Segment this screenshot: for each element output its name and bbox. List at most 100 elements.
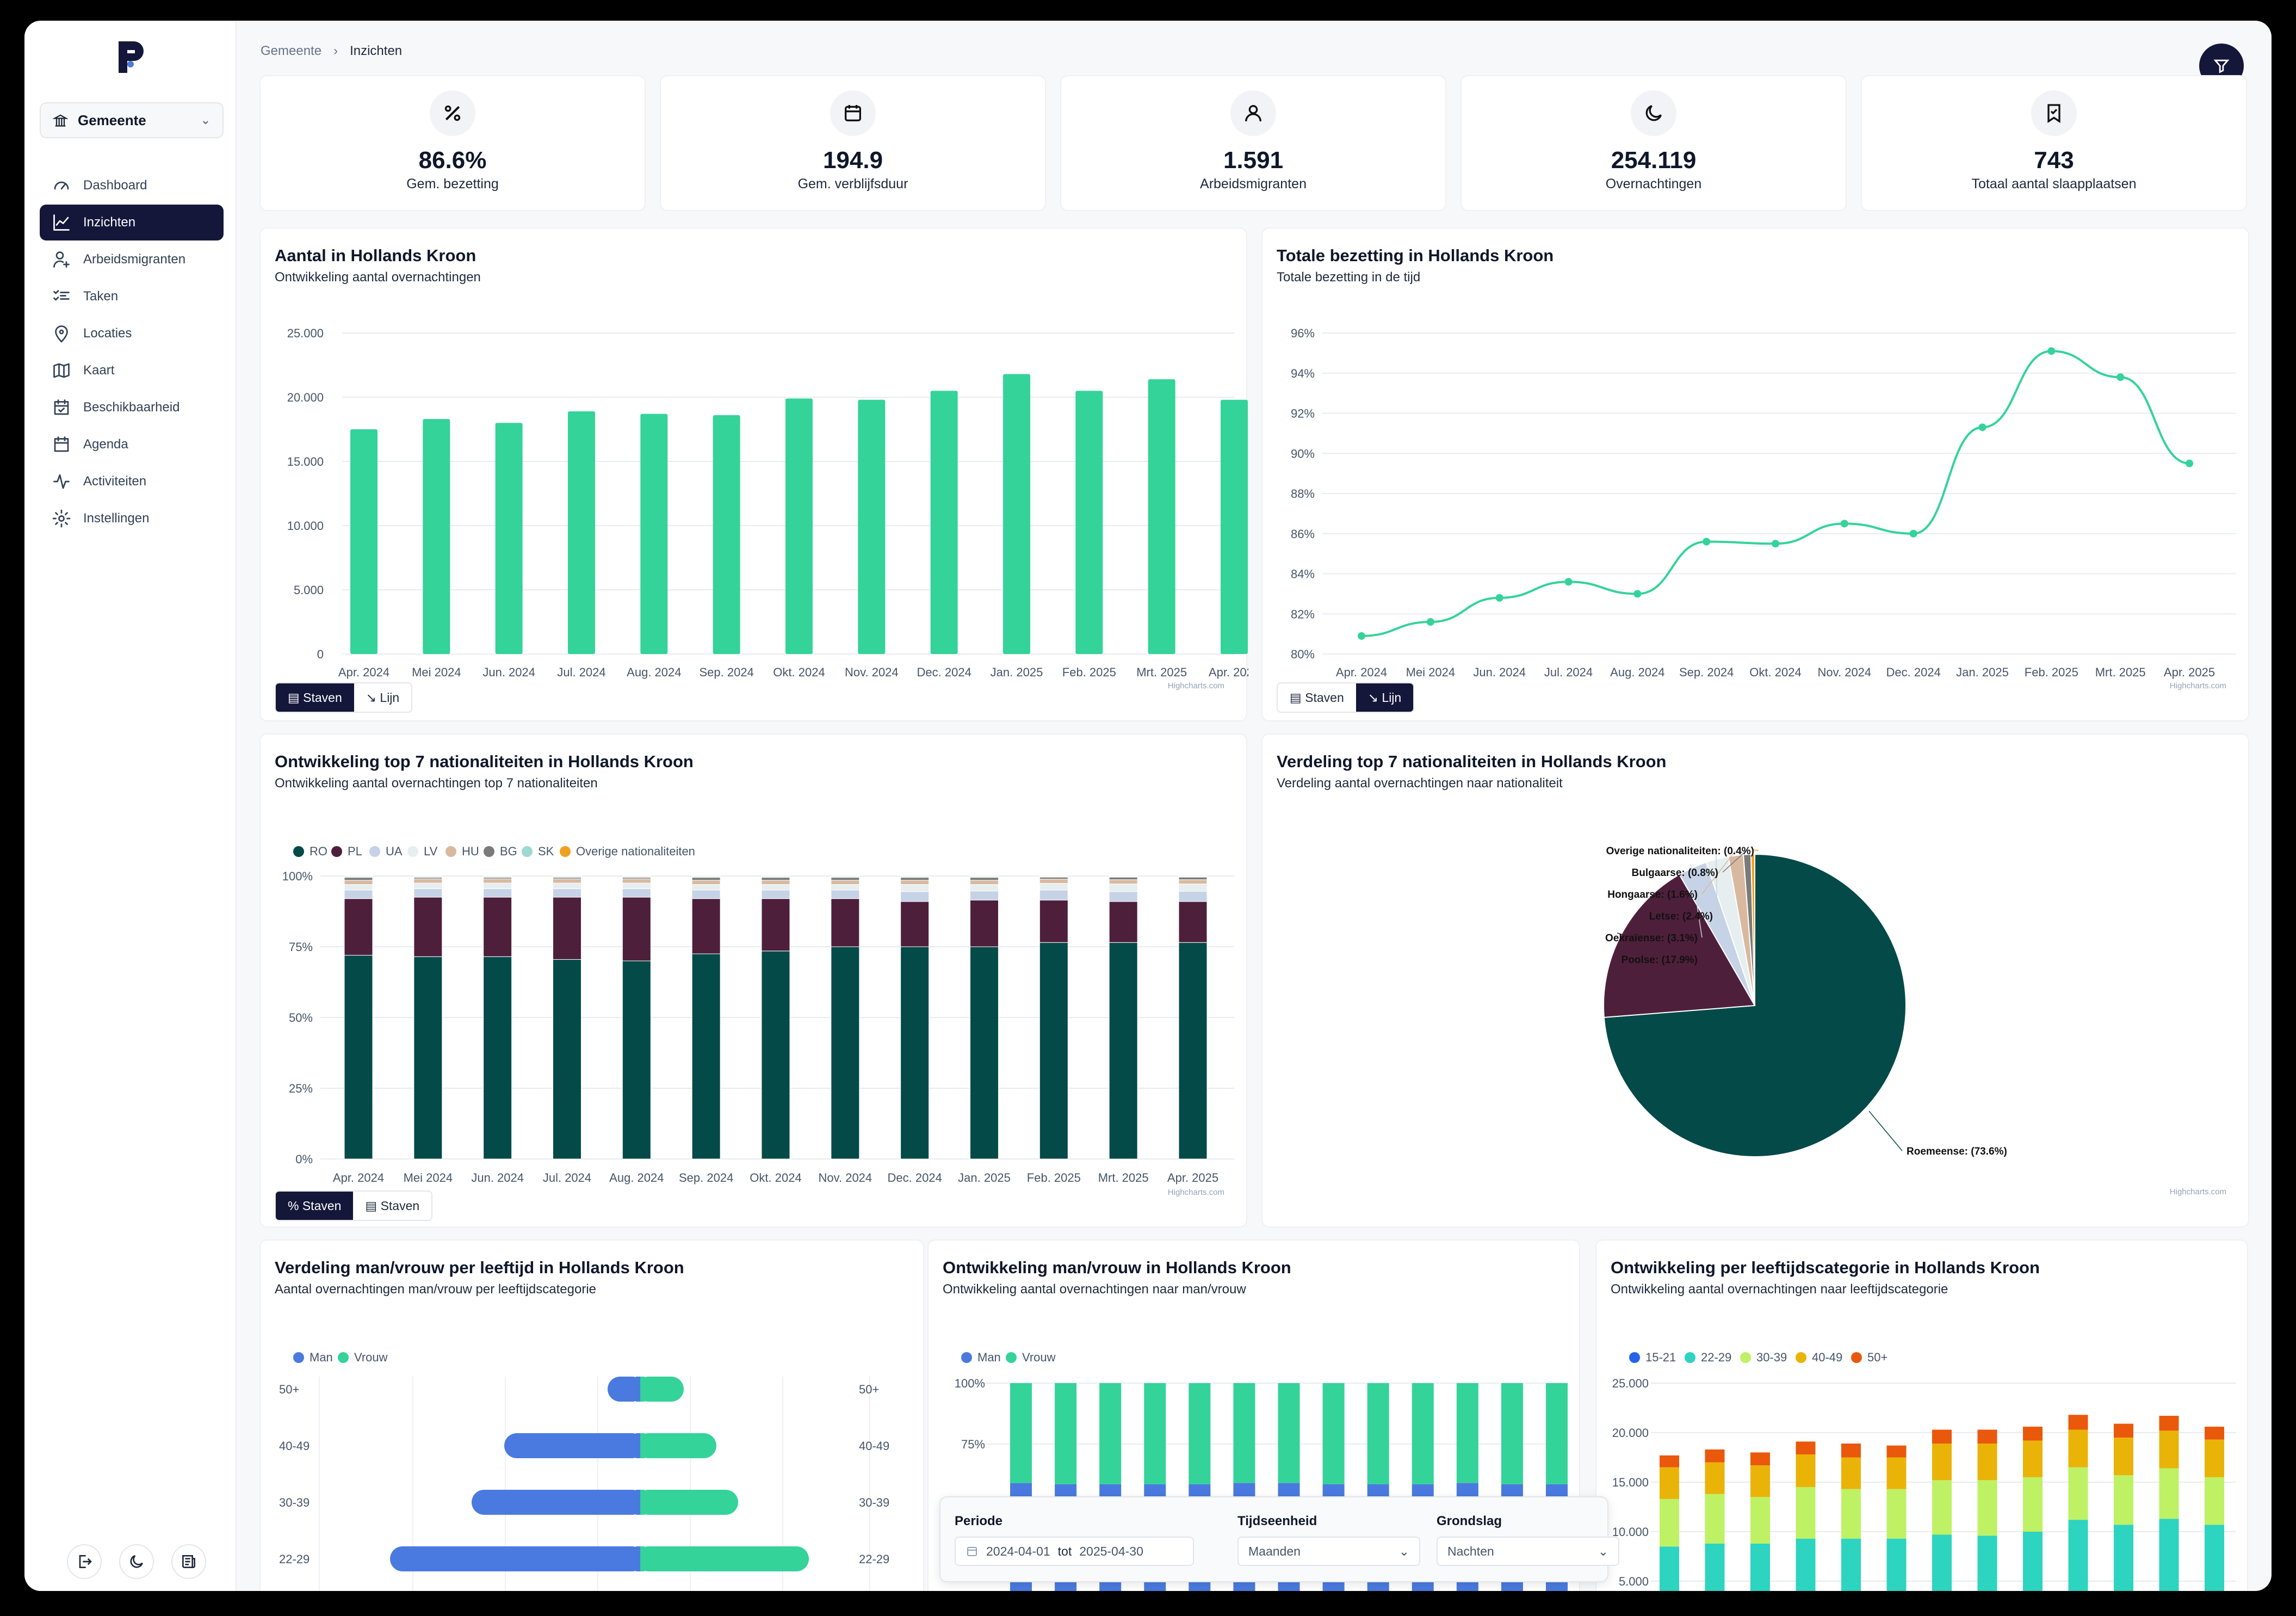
bar-segment bbox=[1796, 1487, 1816, 1539]
x-tick-label: Apr. 2024 bbox=[1336, 665, 1387, 679]
organization-select[interactable]: Gemeente ⌄ bbox=[40, 102, 224, 138]
chart-subtitle: Verdeling aantal overnachtingen naar nat… bbox=[1277, 776, 1563, 791]
toggle-staven[interactable]: ▤ Staven bbox=[353, 1192, 432, 1220]
sidebar-item-activiteiten[interactable]: Activiteiten bbox=[40, 464, 224, 499]
card-bezetting: Totale bezetting in Hollands Kroon Total… bbox=[1261, 227, 2249, 721]
pie-label: Bulgaarse: (0.8%) bbox=[1632, 867, 1718, 879]
bar-segment bbox=[413, 875, 443, 877]
bar-vrouw bbox=[640, 1490, 645, 1515]
date-range-picker[interactable]: 2024-04-01 tot 2025-04-30 bbox=[955, 1537, 1194, 1566]
bar-segment bbox=[1841, 1538, 1861, 1591]
sidebar-item-agenda[interactable]: Agenda bbox=[40, 427, 224, 462]
x-tick-label: Mrt. 2025 bbox=[2095, 665, 2146, 679]
x-tick-label: Mrt. 2025 bbox=[1098, 1171, 1149, 1185]
pie-connector bbox=[1715, 855, 1718, 916]
sidebar-item-label: Agenda bbox=[83, 437, 128, 452]
x-tick-label: Mei 2024 bbox=[404, 1171, 453, 1185]
toggle-lijn[interactable]: ↘ Lijn bbox=[354, 683, 412, 712]
toggle-staven-percent[interactable]: % Staven bbox=[276, 1192, 354, 1220]
chart-type-toggle: ▤ Staven ↘ Lijn bbox=[275, 682, 413, 713]
bar-segment bbox=[970, 891, 999, 900]
bar-segment bbox=[2205, 1525, 2224, 1591]
chevron-down-icon: ⌄ bbox=[200, 113, 211, 127]
bar-segment-vrouw bbox=[1144, 1383, 1166, 1484]
data-point bbox=[2047, 347, 2056, 355]
user-icon bbox=[1230, 90, 1276, 136]
date-separator: tot bbox=[1057, 1544, 1072, 1558]
sidebar-item-beschikbaarheid[interactable]: Beschikbaarheid bbox=[40, 390, 224, 425]
legend-label: Man bbox=[310, 1350, 333, 1364]
bar-segment bbox=[2159, 1430, 2179, 1469]
bar bbox=[423, 419, 450, 654]
bar-vrouw bbox=[636, 1490, 738, 1515]
bar-segment bbox=[1705, 1543, 1725, 1591]
bar-segment bbox=[622, 897, 651, 961]
date-to[interactable]: 2025-04-30 bbox=[1079, 1544, 1143, 1558]
bar-segment bbox=[1932, 1429, 1952, 1444]
bar-segment bbox=[831, 946, 860, 1159]
date-from[interactable]: 2024-04-01 bbox=[986, 1544, 1050, 1558]
x-tick-label: Apr. 2025 bbox=[2164, 665, 2215, 679]
chart-title: Aantal in Hollands Kroon bbox=[275, 246, 476, 265]
legend-label: SK bbox=[538, 844, 554, 858]
bar-man bbox=[390, 1546, 645, 1571]
stat-label: Gem. verblijfsduur bbox=[797, 176, 908, 192]
bar-segment bbox=[761, 884, 790, 891]
sidebar-item-locaties[interactable]: Locaties bbox=[40, 316, 224, 351]
bar bbox=[785, 398, 813, 654]
sidebar-item-kaart[interactable]: Kaart bbox=[40, 353, 224, 388]
bar-segment bbox=[1039, 890, 1068, 900]
bar-segment bbox=[1660, 1455, 1679, 1467]
bar-vrouw bbox=[640, 1377, 645, 1402]
bar bbox=[1221, 399, 1248, 654]
y-tick-label: 100% bbox=[282, 869, 313, 883]
x-tick-label: Apr. 2024 bbox=[338, 665, 389, 679]
bar-segment bbox=[344, 898, 373, 956]
stat-value: 86.6% bbox=[418, 147, 487, 174]
building-icon bbox=[53, 114, 68, 127]
stat-card-arbeidsmigranten: 1.591 Arbeidsmigranten bbox=[1060, 75, 1446, 211]
toggle-staven[interactable]: ▤ Staven bbox=[276, 683, 354, 712]
bar-segment bbox=[2159, 1519, 2179, 1591]
sidebar-item-instellingen[interactable]: Instellingen bbox=[40, 501, 224, 536]
stat-value: 254.119 bbox=[1611, 147, 1697, 174]
bar-vrouw bbox=[636, 1433, 716, 1458]
chart-line-icon bbox=[53, 214, 70, 231]
sidebar-item-taken[interactable]: Taken bbox=[40, 279, 224, 314]
theme-toggle-button[interactable] bbox=[119, 1544, 154, 1579]
bar-vrouw bbox=[636, 1377, 684, 1402]
bar bbox=[568, 411, 595, 654]
bar-segment bbox=[761, 875, 790, 877]
bar-segment bbox=[2068, 1467, 2088, 1520]
pie-connector bbox=[1701, 850, 1736, 895]
toggle-staven[interactable]: ▤ Staven bbox=[1278, 683, 1356, 712]
map-pin-icon bbox=[55, 325, 68, 343]
y-tick-label: 10.000 bbox=[287, 519, 324, 533]
grondslag-select[interactable]: Nachten ⌄ bbox=[1437, 1537, 1619, 1566]
legend-label: Vrouw bbox=[1022, 1350, 1056, 1364]
bar-segment bbox=[622, 888, 651, 898]
x-tick-label: Nov. 2024 bbox=[845, 665, 899, 679]
bar-vrouw bbox=[640, 1546, 645, 1571]
tijdseenheid-select[interactable]: Maanden ⌄ bbox=[1237, 1537, 1420, 1566]
chart-subtitle: Ontwikkeling aantal overnachtingen naar … bbox=[1611, 1282, 1948, 1297]
toggle-lijn[interactable]: ↘ Lijn bbox=[1356, 683, 1414, 712]
news-button[interactable] bbox=[171, 1544, 206, 1579]
bar-segment bbox=[761, 880, 790, 885]
sidebar-item-dashboard[interactable]: Dashboard bbox=[40, 168, 224, 203]
y-tick-label: 94% bbox=[1291, 367, 1315, 380]
grondslag-label: Grondslag bbox=[1437, 1514, 1502, 1528]
sidebar-item-label: Activiteiten bbox=[83, 474, 147, 489]
data-point bbox=[1772, 540, 1779, 548]
legend-label: HU bbox=[462, 844, 479, 858]
sidebar-item-inzichten[interactable]: Inzichten bbox=[40, 205, 224, 240]
sidebar-item-arbeidsmigranten[interactable]: Arbeidsmigranten bbox=[40, 242, 224, 277]
bar-segment bbox=[691, 875, 721, 877]
bar-segment bbox=[344, 875, 373, 877]
newspaper-icon bbox=[182, 1555, 195, 1568]
breadcrumb-parent[interactable]: Gemeente bbox=[261, 44, 322, 58]
logout-button[interactable] bbox=[67, 1544, 102, 1579]
bar-segment bbox=[2205, 1439, 2224, 1477]
chevron-right-icon: › bbox=[333, 44, 338, 58]
bar-segment bbox=[344, 884, 373, 891]
